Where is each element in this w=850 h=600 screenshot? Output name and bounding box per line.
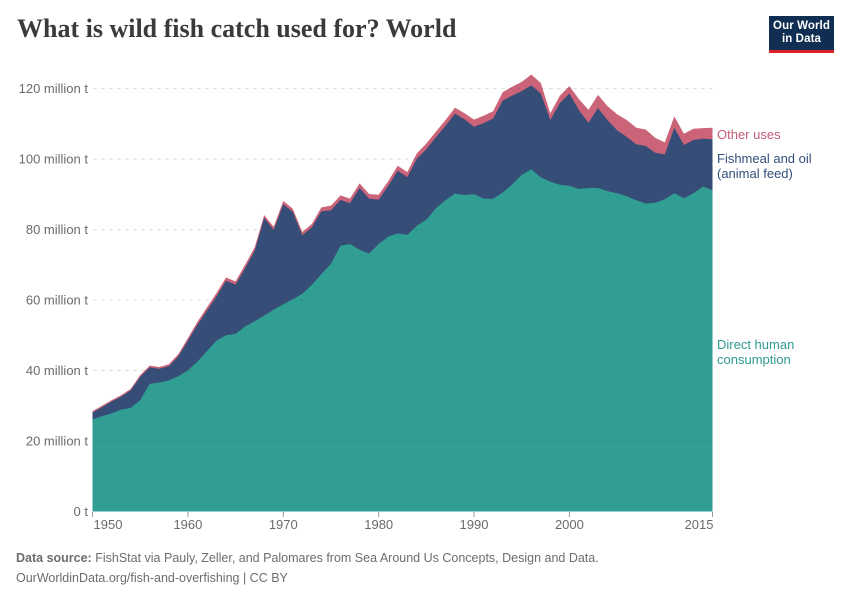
svg-text:1960: 1960 [173,517,202,532]
svg-text:120 million t: 120 million t [19,81,89,96]
svg-text:2000: 2000 [555,517,584,532]
svg-text:20 million t: 20 million t [26,434,89,449]
svg-text:1970: 1970 [269,517,298,532]
svg-text:80 million t: 80 million t [26,222,89,237]
svg-text:1950: 1950 [94,517,123,532]
svg-text:1980: 1980 [364,517,393,532]
svg-text:(animal feed): (animal feed) [717,166,793,181]
svg-text:1990: 1990 [460,517,489,532]
svg-text:60 million t: 60 million t [26,293,89,308]
svg-text:40 million t: 40 million t [26,363,89,378]
svg-text:Fishmeal and oil: Fishmeal and oil [717,151,812,166]
svg-text:Other uses: Other uses [717,127,781,142]
svg-text:consumption: consumption [717,352,791,367]
svg-text:2015: 2015 [685,517,714,532]
svg-text:100 million t: 100 million t [19,152,89,167]
svg-text:0 t: 0 t [74,504,89,519]
svg-text:Direct human: Direct human [717,337,794,352]
